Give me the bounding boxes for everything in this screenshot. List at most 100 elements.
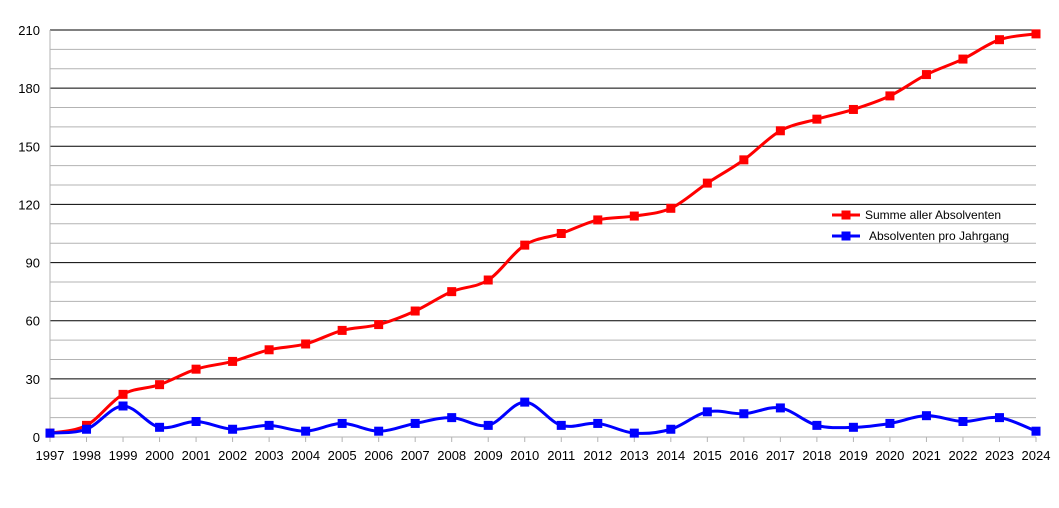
x-tick-label: 2005 <box>328 448 357 463</box>
data-point-marker <box>191 416 201 426</box>
x-tick-label: 2002 <box>218 448 247 463</box>
data-point-marker <box>301 339 311 349</box>
data-point-marker <box>410 418 420 428</box>
x-tick-label: 2003 <box>255 448 284 463</box>
data-point-marker <box>447 413 457 423</box>
x-tick-label: 2020 <box>875 448 904 463</box>
data-point-marker <box>264 345 274 355</box>
x-tick-label: 2015 <box>693 448 722 463</box>
data-point-marker <box>483 420 493 430</box>
grid-lines <box>50 29 1036 438</box>
data-point-marker <box>885 91 895 101</box>
data-point-marker <box>702 178 712 188</box>
x-tick-label: 2010 <box>510 448 539 463</box>
data-point-marker <box>958 54 968 64</box>
legend-marker <box>841 210 851 220</box>
data-point-marker <box>556 229 566 238</box>
data-point-marker <box>994 35 1004 45</box>
series-markers <box>45 29 1041 438</box>
x-tick-label: 2011 <box>547 448 575 463</box>
x-tick-label: 2023 <box>985 448 1014 463</box>
y-tick-label: 180 <box>18 81 40 96</box>
data-point-marker <box>739 409 749 419</box>
x-tick-label: 2001 <box>182 448 211 463</box>
data-point-marker <box>812 420 822 430</box>
data-point-marker <box>921 411 931 421</box>
data-point-marker <box>775 403 785 413</box>
data-point-marker <box>739 155 749 165</box>
x-tick-label: 1997 <box>36 448 65 463</box>
data-point-marker <box>228 424 238 434</box>
data-point-marker <box>520 240 530 250</box>
x-tick-label: 2000 <box>145 448 174 463</box>
x-tick-label: 2007 <box>401 448 430 463</box>
data-point-marker <box>958 416 968 426</box>
data-point-marker <box>556 420 566 430</box>
data-point-marker <box>921 70 931 80</box>
legend-marker <box>841 231 851 241</box>
data-point-marker <box>374 320 384 330</box>
axes: 0 30 60 90 120 150 180 210 1997 1998 1999 2000 2001 2… <box>18 23 1050 463</box>
data-point-marker <box>447 287 457 297</box>
data-point-marker <box>702 407 712 417</box>
x-tick-label: 2016 <box>729 448 758 463</box>
x-tick-label: 2014 <box>656 448 685 463</box>
data-point-marker <box>1031 29 1041 39</box>
data-point-marker <box>848 422 858 432</box>
x-tick-label: 2008 <box>437 448 466 463</box>
data-point-marker <box>520 397 530 407</box>
data-point-marker <box>629 211 639 221</box>
data-point-marker <box>629 428 639 438</box>
data-point-marker <box>1031 426 1041 436</box>
data-point-marker <box>374 426 384 436</box>
y-tick-label: 0 <box>33 430 40 445</box>
x-tick-label: 2009 <box>474 448 503 463</box>
data-point-marker <box>593 418 603 428</box>
data-point-marker <box>155 380 165 390</box>
x-tick-label: 1998 <box>72 448 101 463</box>
x-tick-label: 2013 <box>620 448 649 463</box>
y-tick-label: 60 <box>26 314 40 329</box>
data-point-marker <box>666 424 676 434</box>
data-point-marker <box>812 114 822 124</box>
data-point-marker <box>264 420 274 430</box>
data-point-marker <box>301 426 311 436</box>
y-tick-label: 90 <box>26 256 40 271</box>
data-point-marker <box>228 356 238 366</box>
legend-label: Summe aller Absolventen <box>865 208 1001 222</box>
data-point-marker <box>155 422 165 432</box>
data-point-marker <box>337 418 347 428</box>
data-point-marker <box>666 203 676 213</box>
y-tick-label: 30 <box>26 372 40 387</box>
y-tick-label: 120 <box>18 197 40 212</box>
data-point-marker <box>337 325 347 335</box>
data-point-marker <box>775 126 785 136</box>
x-tick-label: 2012 <box>583 448 612 463</box>
data-point-marker <box>848 104 858 114</box>
data-point-marker <box>593 215 603 225</box>
x-tick-label: 2004 <box>291 448 320 463</box>
x-tick-label: 2019 <box>839 448 868 463</box>
data-point-marker <box>82 424 92 434</box>
series-line-1 <box>49 32 1037 435</box>
data-point-marker <box>118 401 128 411</box>
data-point-marker <box>410 306 420 316</box>
series-lines <box>49 32 1037 435</box>
data-point-marker <box>885 418 895 428</box>
data-point-marker <box>191 364 201 374</box>
y-tick-label: 150 <box>18 139 40 154</box>
data-point-marker <box>483 275 493 285</box>
legend: Summe aller Absolventen Absolventen pro J… <box>832 208 1009 243</box>
x-tick-label: 1999 <box>109 448 138 463</box>
data-point-marker <box>118 389 128 399</box>
series-line-2 <box>49 400 1037 435</box>
x-tick-label: 2006 <box>364 448 393 463</box>
x-tick-label: 2024 <box>1022 448 1051 463</box>
data-point-marker <box>45 428 55 438</box>
data-point-marker <box>994 413 1004 423</box>
x-tick-label: 2017 <box>766 448 795 463</box>
x-tick-label: 2022 <box>949 448 978 463</box>
y-tick-label: 210 <box>18 23 40 38</box>
